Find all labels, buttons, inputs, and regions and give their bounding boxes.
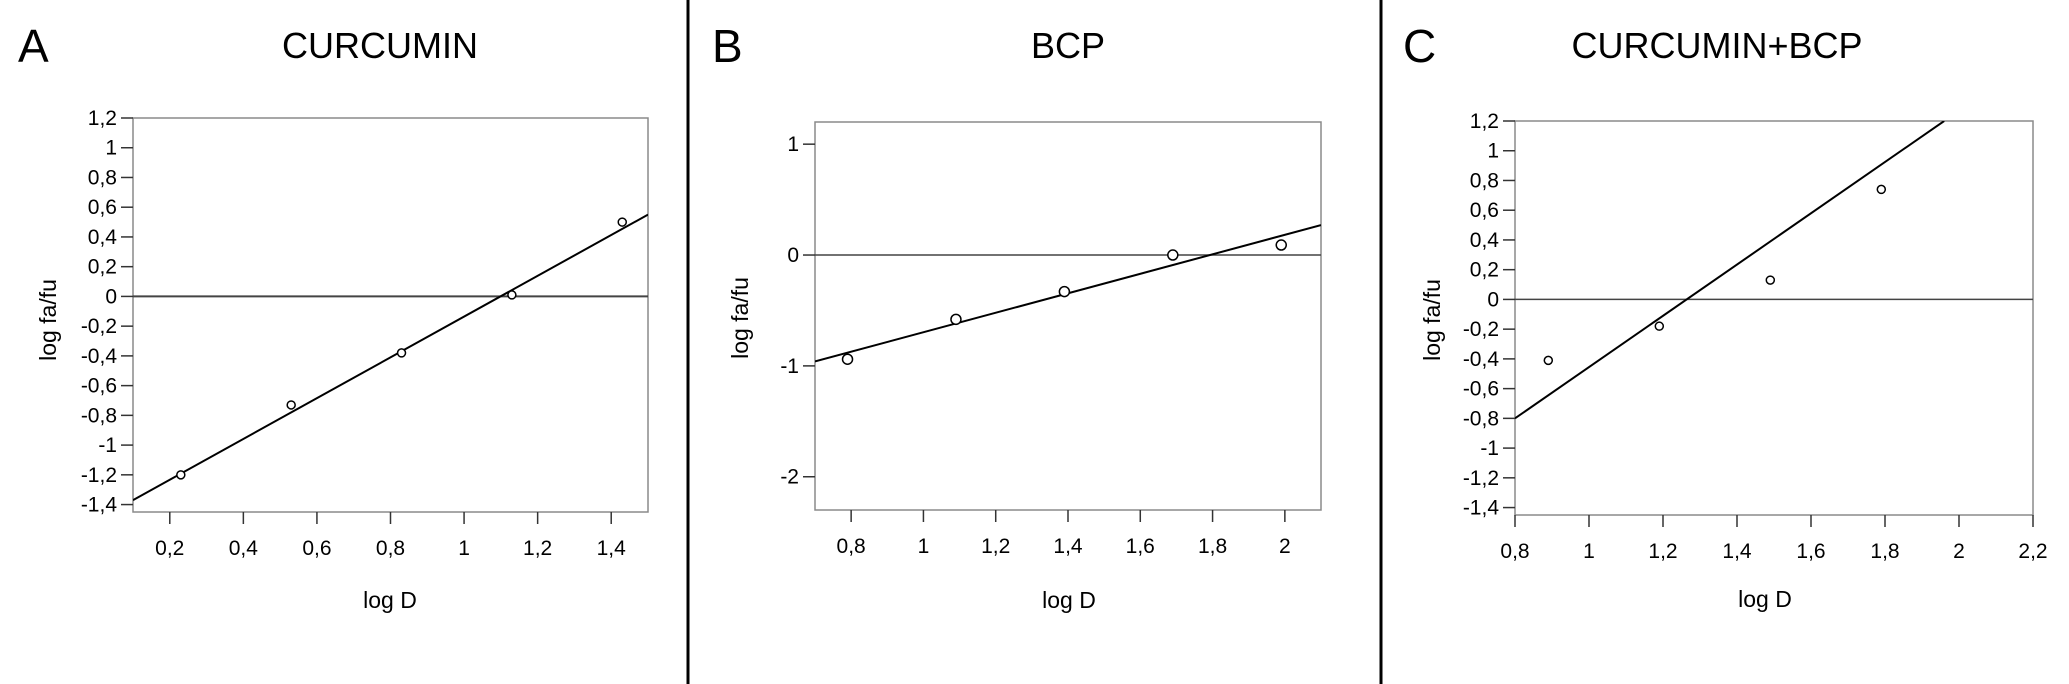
x-tick-label-b: 1,2	[981, 535, 1010, 558]
data-point-b	[1275, 239, 1287, 251]
x-tick-label-c: 1	[1583, 540, 1595, 563]
data-point-a	[507, 290, 517, 300]
panel-c: C CURCUMIN+BCP log D log fa/fu 1,2 1 0,8 0,…	[1403, 20, 2048, 612]
plot-area-a: 1,2 1 0,8 0,6 0,4 0,2 0 -0,2 -0,4 -0,6 -0,8 -1 -1,2 -…	[81, 107, 649, 560]
x-tick-label-c: 1,4	[1722, 540, 1752, 563]
data-point-b	[1167, 249, 1179, 261]
data-point-b	[950, 313, 962, 326]
y-tick-label-c: -1,2	[1463, 467, 1499, 490]
y-tick-label-b: -1	[780, 355, 799, 378]
y-tick-label-c: -0,8	[1463, 407, 1499, 430]
data-point-c	[1876, 184, 1887, 195]
panel-letter-c: C	[1403, 20, 1436, 72]
plot-frame-c	[1514, 120, 2034, 516]
data-point-a	[176, 470, 186, 480]
fit-line-c	[1515, 121, 1945, 420]
x-axis-label-b: log D	[1042, 587, 1096, 613]
data-point-a	[617, 217, 627, 227]
y-tick-label-c: -1,4	[1463, 497, 1500, 520]
y-tick-label-b: 0	[787, 244, 799, 267]
x-tick-label-c: 1,2	[1648, 540, 1677, 563]
y-tick-label-a: -1	[98, 434, 117, 457]
y-tick-label-c: 0,2	[1470, 259, 1499, 282]
panel-letter-b: B	[712, 20, 743, 72]
x-tick-label-a: 0,8	[376, 537, 405, 560]
y-tick-label-c: 0,8	[1470, 169, 1499, 192]
panel-title-b: BCP	[1031, 25, 1105, 66]
data-point-c	[1765, 275, 1776, 285]
data-point-c	[1654, 321, 1665, 331]
y-tick-label-a: -0,6	[81, 375, 117, 398]
y-axis-label-a: log fa/fu	[35, 279, 61, 361]
x-tick-label-a: 0,4	[229, 537, 259, 560]
data-point-b	[1058, 285, 1071, 298]
data-point-b	[841, 353, 854, 365]
y-tick-label-b: 1	[787, 133, 799, 156]
x-tick-label-a: 1,2	[523, 537, 552, 560]
x-tick-label-b: 1,8	[1198, 535, 1227, 558]
x-tick-label-c: 2,2	[2018, 540, 2047, 563]
data-point-a	[396, 348, 407, 358]
y-tick-label-c: 0	[1487, 288, 1499, 311]
x-tick-label-a: 1,4	[597, 537, 627, 560]
y-tick-label-a: 0,6	[88, 196, 117, 219]
y-tick-label-c: -0,4	[1463, 348, 1500, 371]
y-tick-label-a: -1,2	[81, 464, 117, 487]
y-tick-label-a: 1	[105, 137, 117, 160]
y-tick-label-a: 0,8	[88, 166, 117, 189]
x-tick-label-c: 1,8	[1870, 540, 1899, 563]
plot-area-b: 1 0 -1 -2 0,8 1 1,2 1,4 1,6 1,8 2	[780, 121, 1322, 558]
plot-area-c: 1,2 1 0,8 0,6 0,4 0,2 0 -0,2 -0,4 -0,6 -0,8 -1 -1,2 -…	[1463, 110, 2048, 563]
data-point-c	[1543, 355, 1554, 366]
x-tick-label-b: 1,6	[1126, 535, 1155, 558]
y-axis-label-b: log fa/fu	[727, 277, 753, 359]
x-tick-label-b: 1,4	[1053, 535, 1083, 558]
x-axis-label-a: log D	[363, 587, 417, 613]
x-tick-label-c: 2	[1953, 540, 1965, 563]
panel-title-a: CURCUMIN	[282, 25, 478, 66]
data-point-a	[286, 400, 296, 410]
y-tick-label-c: -0,6	[1463, 378, 1499, 401]
x-tick-label-a: 1	[458, 537, 470, 560]
y-tick-label-a: 0,4	[88, 226, 118, 249]
y-tick-label-a: -0,2	[81, 315, 117, 338]
y-tick-label-b: -2	[780, 466, 799, 489]
x-tick-label-a: 0,2	[155, 537, 184, 560]
x-tick-label-b: 0,8	[837, 535, 866, 558]
x-tick-label-c: 1,6	[1796, 540, 1825, 563]
x-tick-label-c: 0,8	[1500, 540, 1529, 563]
fit-line-a	[133, 213, 648, 501]
panel-title-c: CURCUMIN+BCP	[1571, 25, 1862, 66]
y-tick-label-c: -1	[1480, 437, 1499, 460]
y-tick-label-c: 0,4	[1470, 229, 1500, 252]
y-tick-label-a: 0	[105, 285, 117, 308]
y-axis-label-c: log fa/fu	[1419, 279, 1445, 361]
y-tick-label-c: 1,2	[1470, 110, 1499, 133]
x-tick-label-b: 2	[1279, 535, 1291, 558]
plot-frame-a	[132, 117, 649, 513]
panel-b: B BCP log D log fa/fu 1 0 -1 -2 0,8 1 1,2 1,4 1,…	[712, 20, 1322, 613]
panel-letter-a: A	[18, 20, 49, 72]
x-tick-label-a: 0,6	[302, 537, 331, 560]
y-tick-label-a: 0,2	[88, 256, 117, 279]
panel-a: A CURCUMIN log D log fa/fu 1,2 1 0,8 0,6 0,4…	[18, 20, 649, 613]
y-tick-label-a: -0,4	[81, 345, 118, 368]
x-tick-label-b: 1	[918, 535, 930, 558]
y-tick-label-c: -0,2	[1463, 318, 1499, 341]
x-axis-label-c: log D	[1738, 586, 1792, 612]
y-tick-label-a: -1,4	[81, 494, 118, 517]
y-tick-label-a: -0,8	[81, 404, 117, 427]
y-tick-label-a: 1,2	[88, 107, 117, 130]
y-tick-label-c: 1	[1487, 140, 1499, 163]
plot-frame-b	[814, 121, 1322, 511]
y-tick-label-c: 0,6	[1470, 199, 1499, 222]
